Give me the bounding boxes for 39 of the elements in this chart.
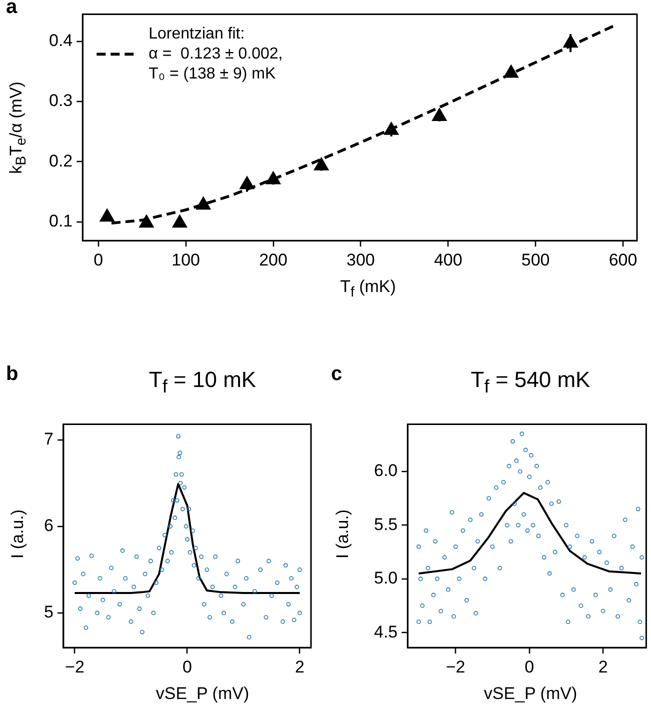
y-tick-label: 0.4 [48, 30, 73, 50]
y-tick-label: 4.5 [374, 622, 398, 642]
chart-title: T$_{f}$ = 10 mK [148, 367, 258, 398]
point [172, 214, 188, 228]
x-tick-label: 600 [608, 250, 638, 270]
x-tick-label: −2 [65, 657, 84, 676]
point [196, 196, 211, 210]
x-axis-title: vSE_P (mV) [154, 684, 250, 704]
legend-label: Lorentzian fit: α = 0.123 ± 0.002, T₀ = (138 ± 9) mK [148, 26, 283, 83]
y-tick-label: 6.0 [374, 461, 398, 480]
x-tick-label: 0 [182, 657, 192, 676]
x-tick-label: −2 [446, 657, 466, 676]
text: b [6, 363, 18, 386]
y-axis-title: I (a.u.) [333, 508, 353, 561]
x-tick-label: 200 [259, 250, 288, 270]
x-tick-label: 2 [295, 657, 304, 676]
x-tick-label: 500 [521, 250, 550, 270]
point [100, 208, 115, 222]
x-tick-label: 2 [598, 657, 608, 676]
x-tick-label: 400 [434, 250, 462, 270]
y-tick-label: 7 [44, 429, 54, 448]
y-tick-label: 0.2 [48, 151, 73, 170]
y-axis-title: I (a.u.) [8, 508, 28, 561]
y-tick-label: 6 [44, 516, 54, 536]
y-tick-label: 5.5 [374, 514, 398, 534]
x-tick-label: 100 [172, 250, 200, 270]
y-tick-label: 5 [44, 602, 54, 622]
chart-title: T$_{f}$ = 540 mK [470, 367, 592, 398]
text: a [6, 0, 18, 19]
x-tick-label: 0 [94, 250, 104, 270]
text: c [331, 363, 342, 386]
x-axis-title: vSE_P (mV) [482, 684, 578, 704]
x-tick-label: 0 [524, 657, 534, 676]
x-axis-title: T$_{f}$ (mK) [339, 277, 397, 300]
y-tick-label: 0.3 [48, 91, 73, 110]
y-tick-label: 5.0 [374, 568, 398, 588]
x-tick-label: 300 [346, 250, 375, 270]
point [139, 214, 154, 228]
y-tick-label: 0.1 [48, 212, 73, 231]
